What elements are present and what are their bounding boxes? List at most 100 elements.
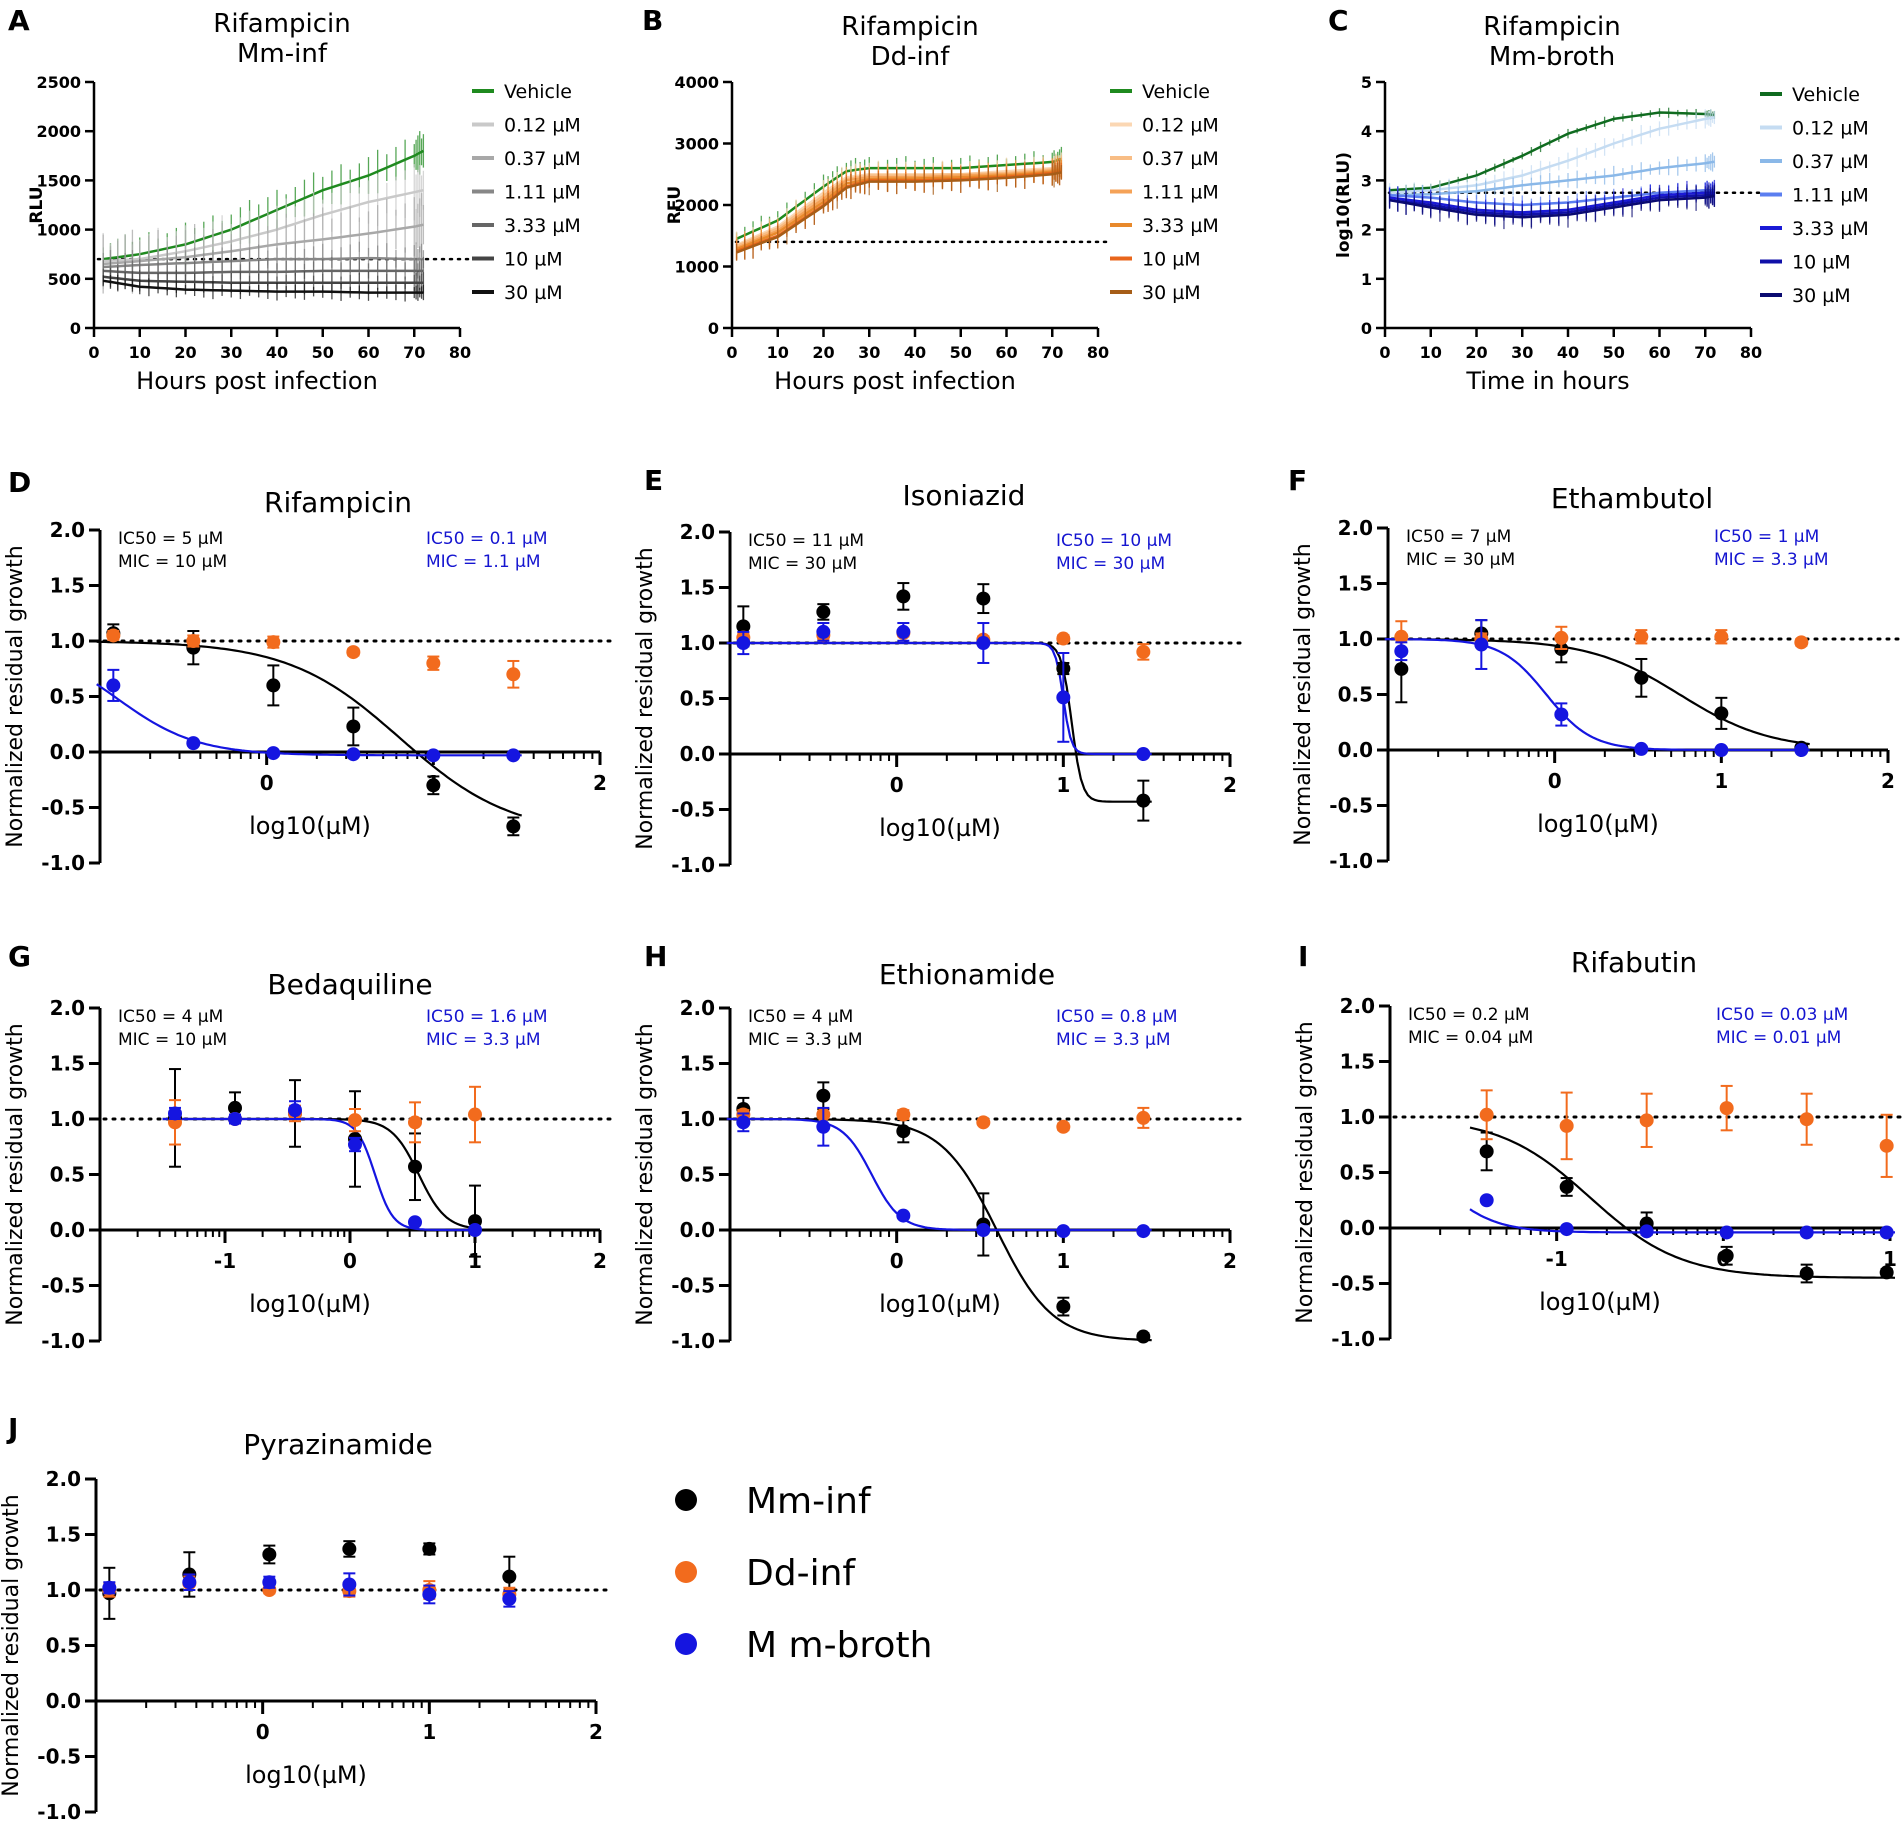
x-axis-label: log10(µM)	[879, 1290, 1001, 1318]
data-point-mm-broth	[896, 624, 911, 639]
series-line-3	[103, 256, 424, 269]
data-point-mm-inf	[1634, 670, 1649, 685]
data-point-dd-inf	[1056, 1119, 1071, 1134]
annotation-black: IC50 = 7 µM	[1406, 527, 1511, 547]
legend-label: 0.12 µM	[1142, 115, 1219, 137]
data-point-mm-broth	[1136, 747, 1151, 761]
x-tick-label: 0	[726, 343, 737, 362]
series-line-2	[103, 223, 424, 266]
y-tick-label: 1.5	[680, 576, 715, 600]
legend-label: 10 µM	[504, 249, 563, 271]
legend-label: Vehicle	[504, 81, 572, 103]
legend-label: 30 µM	[1142, 282, 1201, 304]
y-tick-label: 3	[1361, 171, 1372, 190]
data-point-mm-inf	[408, 1159, 422, 1174]
x-axis-label: log10(µM)	[245, 1761, 367, 1789]
data-point-dd-inf	[1719, 1101, 1734, 1116]
x-tick-label: 2	[1223, 773, 1237, 797]
data-point-dd-inf	[1634, 629, 1649, 644]
annotation-black: MIC = 10 µM	[118, 552, 227, 572]
x-axis-label: log10(µM)	[249, 812, 371, 840]
chart-title: Bedaquiline	[267, 968, 432, 1001]
x-tick-label: 0	[88, 343, 99, 362]
x-tick-label: 30	[1511, 343, 1533, 362]
y-axis-label: Normalized residual growth	[633, 547, 658, 849]
data-point-mm-broth	[506, 748, 521, 763]
data-point-mm-broth	[228, 1112, 242, 1126]
legend-label: 3.33 µM	[504, 215, 581, 237]
y-tick-label: -1.0	[41, 1329, 85, 1353]
y-tick-label: 1.5	[1338, 572, 1373, 596]
data-point-mm-inf	[346, 719, 361, 734]
y-tick-label: 1.5	[50, 1052, 85, 1076]
annotation-blue: IC50 = 1 µM	[1714, 527, 1819, 547]
x-tick-label: 40	[266, 343, 288, 362]
panel-g: Bedaquiline -1 0 1 2 2.0 1.5 1.0 0.5 0.0 -0.5 -1.0 l…	[3, 968, 614, 1353]
series-line-6	[1389, 194, 1715, 219]
y-axis-label: RFU	[665, 186, 685, 225]
data-point-mm-inf	[1394, 661, 1409, 676]
y-axis-label: log10(RLU)	[1334, 152, 1354, 258]
y-tick-label: 2500	[36, 73, 81, 92]
data-point-mm-inf	[502, 1569, 517, 1584]
x-axis-label: log10(µM)	[1539, 1288, 1661, 1316]
y-axis-label: Normalized residual growth	[0, 1494, 24, 1796]
data-point-mm-broth	[1559, 1222, 1574, 1237]
y-tick-label: 0.5	[46, 1634, 81, 1658]
x-tick-label: 1	[1056, 773, 1070, 797]
legend-marker	[675, 1561, 697, 1583]
x-tick-label: 2	[1223, 1249, 1237, 1273]
chart-title: Mm-inf	[237, 39, 328, 69]
fit-curve-mm-broth	[96, 683, 522, 757]
x-tick-label: -1	[214, 1249, 236, 1273]
y-tick-label: 0	[1361, 319, 1372, 338]
data-point-mm-inf	[506, 819, 521, 834]
x-tick-label: 60	[995, 343, 1017, 362]
x-tick-label: 1	[1056, 1249, 1070, 1273]
legend-label: 1.11 µM	[1792, 185, 1869, 207]
series-line-1	[1389, 116, 1715, 194]
x-tick-label: 1	[1714, 769, 1728, 793]
x-tick-label: 50	[1603, 343, 1625, 362]
annotation-blue: MIC = 1.1 µM	[426, 552, 541, 572]
x-tick-label: 1	[468, 1249, 482, 1273]
y-tick-label: -1.0	[1329, 849, 1373, 873]
x-tick-label: 30	[858, 343, 880, 362]
data-point-dd-inf	[1394, 629, 1409, 644]
data-point-mm-broth	[348, 1137, 362, 1152]
y-tick-label: -0.5	[1331, 1272, 1375, 1296]
data-point-dd-inf	[1794, 635, 1809, 650]
data-point-dd-inf	[1136, 1110, 1151, 1125]
legend-label: 0.37 µM	[1792, 151, 1869, 173]
y-tick-label: 1500	[36, 171, 81, 190]
data-point-mm-inf	[1714, 706, 1729, 721]
data-point-mm-broth	[408, 1215, 422, 1230]
y-tick-label: 1.0	[680, 1107, 715, 1131]
legend-label: Dd-inf	[746, 1553, 856, 1594]
annotation-black: IC50 = 11 µM	[748, 531, 864, 551]
legend-marker	[675, 1633, 697, 1655]
annotation-blue: MIC = 30 µM	[1056, 554, 1165, 574]
series-line-0	[1389, 111, 1715, 192]
x-tick-label: 50	[950, 343, 972, 362]
y-tick-label: -1.0	[671, 1329, 715, 1353]
series-line-5	[736, 169, 1062, 253]
data-point-mm-broth	[502, 1591, 517, 1606]
data-point-mm-broth	[1479, 1193, 1494, 1208]
data-point-dd-inf	[976, 1115, 991, 1130]
panel-j: Pyrazinamide 0 1 2 2.0 1.5 1.0 0.5 0.0 -0.5 -1.0 lo…	[0, 1428, 610, 1821]
data-point-mm-inf	[228, 1100, 242, 1115]
y-axis-label: RLU	[27, 186, 47, 223]
x-tick-label: 60	[357, 343, 379, 362]
data-point-mm-broth	[1136, 1224, 1151, 1239]
y-axis-label: Normalized residual growth	[1293, 1021, 1318, 1323]
x-axis-label: log10(µM)	[249, 1290, 371, 1318]
y-tick-label: -0.5	[1329, 794, 1373, 818]
y-tick-label: 2000	[674, 196, 719, 215]
y-tick-label: 2.0	[680, 520, 715, 544]
annotation-black: IC50 = 4 µM	[118, 1007, 223, 1027]
y-tick-label: 1.0	[680, 631, 715, 655]
y-tick-label: 0.5	[50, 685, 85, 709]
legend-label: 1.11 µM	[1142, 182, 1219, 204]
